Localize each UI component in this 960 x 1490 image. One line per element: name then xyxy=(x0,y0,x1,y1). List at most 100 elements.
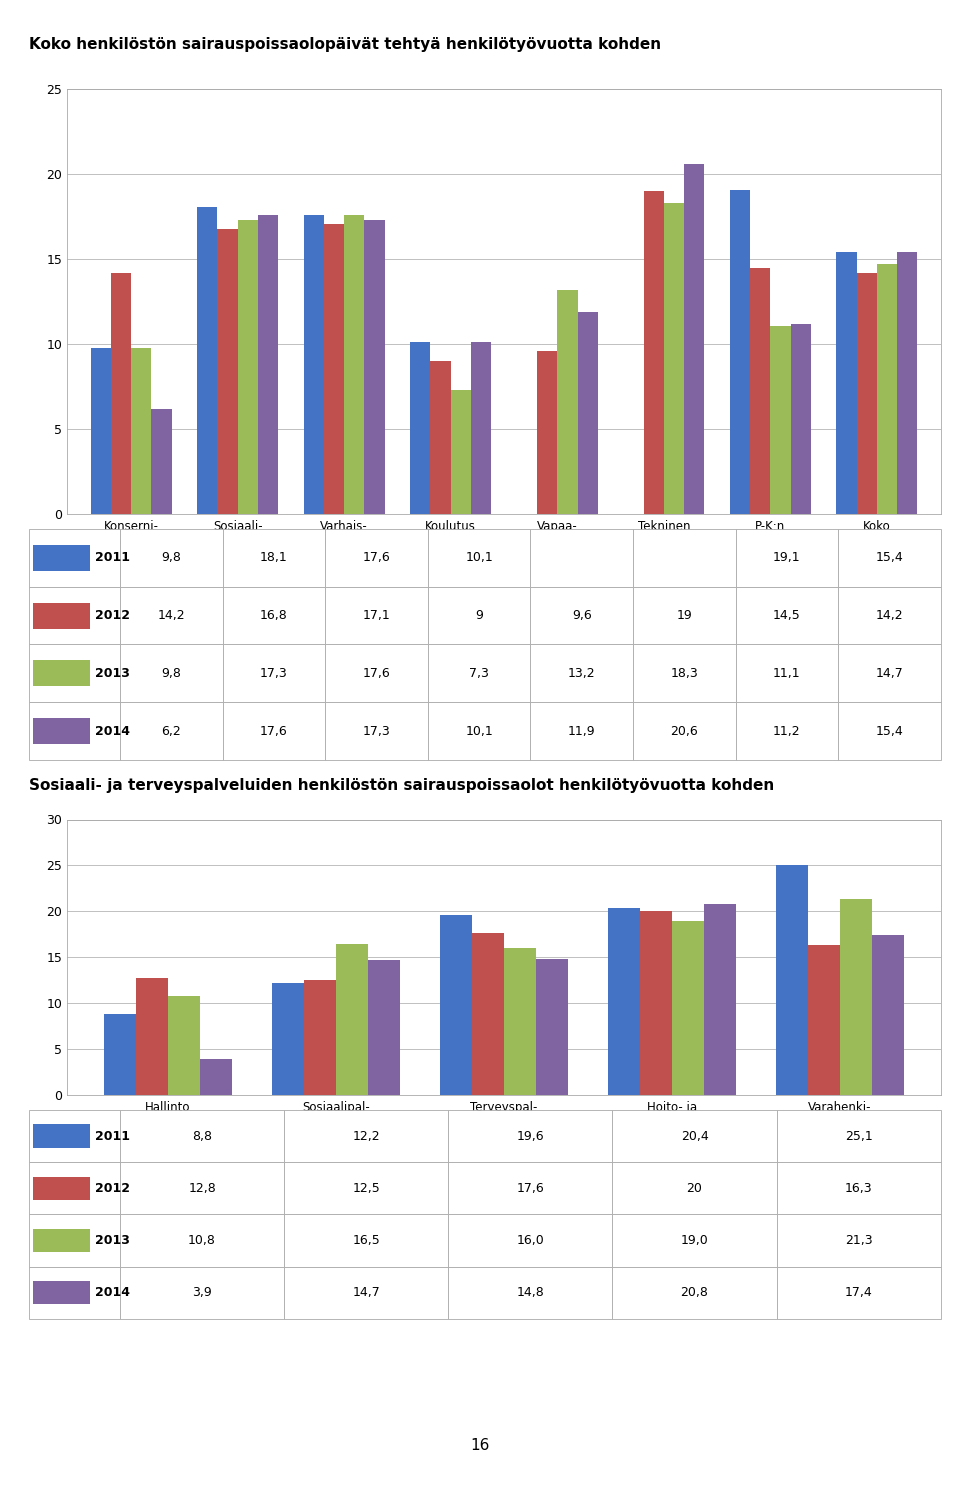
Text: 15,4: 15,4 xyxy=(876,551,903,565)
Text: 13,2: 13,2 xyxy=(568,668,595,679)
Text: 20,4: 20,4 xyxy=(681,1129,708,1143)
Bar xyxy=(530,644,633,702)
Bar xyxy=(325,644,428,702)
Text: 2011: 2011 xyxy=(95,1129,131,1143)
Bar xyxy=(34,660,90,687)
Text: 11,2: 11,2 xyxy=(773,724,801,738)
Bar xyxy=(29,1110,120,1162)
Text: 17,6: 17,6 xyxy=(516,1182,544,1195)
Text: 16,3: 16,3 xyxy=(845,1182,873,1195)
Bar xyxy=(504,948,536,1095)
Text: 17,6: 17,6 xyxy=(363,668,391,679)
Bar xyxy=(471,343,492,514)
Text: 17,3: 17,3 xyxy=(260,668,288,679)
Bar xyxy=(428,587,531,644)
Bar xyxy=(104,1015,136,1095)
Bar xyxy=(284,1214,448,1266)
Bar xyxy=(633,587,735,644)
Bar xyxy=(34,1125,90,1147)
Bar xyxy=(633,529,735,587)
Text: 8,8: 8,8 xyxy=(192,1129,212,1143)
Text: 19,1: 19,1 xyxy=(773,551,801,565)
Text: 3,9: 3,9 xyxy=(192,1286,212,1299)
Bar xyxy=(29,1162,120,1214)
Bar xyxy=(200,1059,232,1095)
Bar xyxy=(612,1162,777,1214)
Text: 18,3: 18,3 xyxy=(670,668,698,679)
Bar xyxy=(365,221,385,514)
Bar xyxy=(663,203,684,514)
Bar xyxy=(29,702,120,760)
Bar xyxy=(303,215,324,514)
Bar xyxy=(530,702,633,760)
Text: 16,0: 16,0 xyxy=(516,1234,544,1247)
Text: 16,8: 16,8 xyxy=(260,609,288,621)
Text: 2013: 2013 xyxy=(95,1234,131,1247)
Text: 9,8: 9,8 xyxy=(161,668,181,679)
Text: 14,5: 14,5 xyxy=(773,609,801,621)
Text: 20,6: 20,6 xyxy=(670,724,698,738)
Bar xyxy=(120,1266,284,1319)
Bar xyxy=(612,1214,777,1266)
Text: Sosiaali- ja terveyspalveluiden henkilöstön sairauspoissaolot henkilötyövuotta k: Sosiaali- ja terveyspalveluiden henkilös… xyxy=(29,778,774,793)
Bar xyxy=(730,189,750,514)
Bar xyxy=(29,644,120,702)
Bar xyxy=(120,1110,284,1162)
Bar xyxy=(557,291,578,514)
Bar xyxy=(643,191,663,514)
Bar xyxy=(530,587,633,644)
Bar xyxy=(132,347,152,514)
Text: 20,8: 20,8 xyxy=(681,1286,708,1299)
Text: 19,0: 19,0 xyxy=(681,1234,708,1247)
Bar xyxy=(223,587,325,644)
Bar xyxy=(29,1214,120,1266)
Bar xyxy=(448,1110,612,1162)
Bar xyxy=(152,408,172,514)
Bar xyxy=(223,644,325,702)
Bar xyxy=(735,702,838,760)
Text: 16,5: 16,5 xyxy=(352,1234,380,1247)
Text: 21,3: 21,3 xyxy=(845,1234,873,1247)
Bar xyxy=(284,1266,448,1319)
Bar xyxy=(672,921,704,1095)
Text: 7,3: 7,3 xyxy=(469,668,489,679)
Bar xyxy=(238,221,258,514)
Text: Koko henkilöstön sairauspoissaolopäivät tehtyä henkilötyövuotta kohden: Koko henkilöstön sairauspoissaolopäivät … xyxy=(29,37,660,52)
Bar xyxy=(451,390,471,514)
Bar xyxy=(777,1162,941,1214)
Text: 10,8: 10,8 xyxy=(188,1234,216,1247)
Bar xyxy=(29,1266,120,1319)
Text: 12,8: 12,8 xyxy=(188,1182,216,1195)
Bar xyxy=(258,215,278,514)
Bar xyxy=(735,644,838,702)
Bar xyxy=(120,702,223,760)
Text: 10,1: 10,1 xyxy=(466,551,493,565)
Bar xyxy=(336,943,368,1095)
Text: 14,8: 14,8 xyxy=(516,1286,544,1299)
Bar xyxy=(120,529,223,587)
Bar xyxy=(840,900,872,1095)
Bar xyxy=(168,995,200,1095)
Bar xyxy=(836,252,856,514)
Bar xyxy=(410,343,430,514)
Text: 14,2: 14,2 xyxy=(157,609,185,621)
Bar xyxy=(428,702,531,760)
Text: 11,1: 11,1 xyxy=(773,668,801,679)
Text: 14,7: 14,7 xyxy=(876,668,903,679)
Text: 17,4: 17,4 xyxy=(845,1286,873,1299)
Bar xyxy=(110,273,132,514)
Bar xyxy=(325,529,428,587)
Bar xyxy=(735,529,838,587)
Text: 17,1: 17,1 xyxy=(363,609,391,621)
Bar xyxy=(777,1214,941,1266)
Bar xyxy=(777,1266,941,1319)
Text: 2011: 2011 xyxy=(95,551,131,565)
Bar xyxy=(537,352,557,514)
Bar xyxy=(578,311,598,514)
Bar xyxy=(29,529,120,587)
Bar xyxy=(777,1110,941,1162)
Bar xyxy=(284,1162,448,1214)
Text: 2012: 2012 xyxy=(95,1182,131,1195)
Bar xyxy=(273,983,304,1095)
Text: 2014: 2014 xyxy=(95,1286,131,1299)
